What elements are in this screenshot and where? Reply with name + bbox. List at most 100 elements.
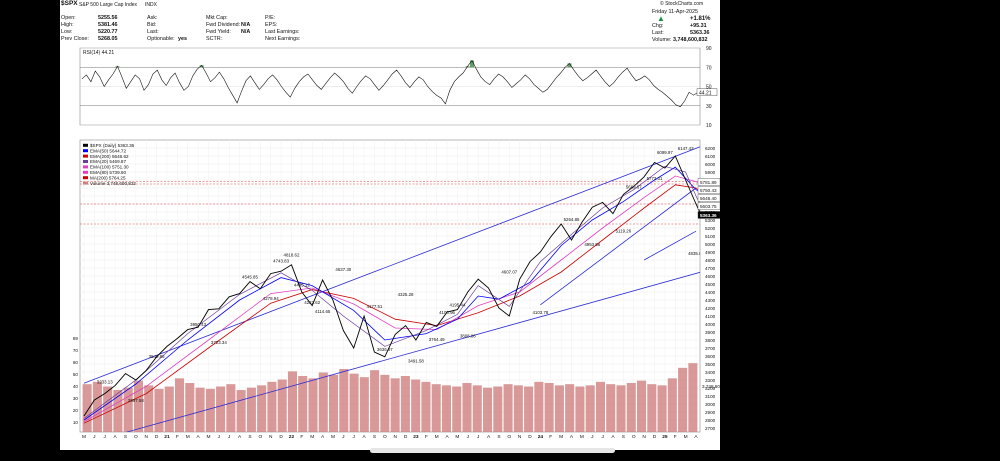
volume-bar (554, 385, 564, 432)
volume-bar (298, 376, 308, 432)
price-annotation: 4100.96 (439, 310, 455, 315)
price-tick-label: 4500 (705, 282, 716, 287)
volume-bar (606, 384, 616, 432)
change-percent: +1.81% (690, 16, 711, 22)
legend-entry: EMA(50) 5644.72 (90, 148, 126, 153)
volume-bar (226, 384, 236, 432)
price-tick-label: 5300 (705, 218, 716, 223)
volume-bar (123, 387, 133, 432)
price-annotation: 2997.58 (128, 398, 144, 403)
price-tick-label: 3600 (705, 354, 716, 359)
legend-swatch (83, 143, 88, 147)
month-label: M (455, 434, 459, 440)
last-value: 5363.36 (690, 30, 710, 36)
right-value-label: 5603.75 (700, 204, 717, 209)
price-tick-label: 4100 (705, 314, 716, 319)
month-label: M (206, 434, 210, 440)
volume-bar (318, 372, 328, 432)
volume-bar (595, 381, 605, 432)
volume-bar (277, 379, 287, 432)
right-value-label: 5750.43 (700, 188, 717, 193)
price-annotation: 3808.86 (460, 333, 476, 338)
ema20-line (83, 166, 700, 419)
month-label: D (279, 434, 283, 440)
volume-bar (626, 383, 636, 432)
month-label: J (228, 434, 231, 440)
price-annotation: 3233.13 (97, 379, 113, 384)
ema100-line (83, 175, 700, 422)
price-annotation: 4222.62 (304, 300, 320, 305)
rsi-title: RSI(14) 44.21 (83, 50, 114, 56)
volume-label: Volume: (652, 37, 672, 43)
month-label: A (445, 434, 449, 440)
last-label: Last: (652, 30, 664, 36)
quote-value: 5268.05 (98, 36, 118, 42)
right-value-label: 5781.89 (700, 180, 717, 185)
price-tick-label: 4300 (705, 298, 716, 303)
home-indicator[interactable] (370, 448, 615, 453)
quote-label: Open: (61, 15, 76, 21)
volume-bar (524, 386, 534, 432)
volume-bar (431, 384, 441, 432)
quote-label: Prev Close: (61, 36, 89, 42)
quote-value: 5255.56 (98, 15, 118, 21)
volume-scale-label: 10 (73, 420, 79, 425)
legend-entry: EMA(200) 5646.62 (90, 154, 129, 159)
quote-value: N/A (241, 22, 251, 28)
quote-value: 5381.46 (98, 22, 118, 28)
volume-bar (411, 379, 421, 432)
quote-label: Bid: (147, 22, 157, 28)
volume-bar (113, 390, 123, 432)
chg-label: Chg: (652, 23, 664, 29)
month-label: J (591, 434, 594, 440)
price-tick-label: 3300 (705, 378, 716, 383)
chg-value: +95.31 (690, 23, 707, 29)
month-label: A (362, 434, 366, 440)
month-label: F (674, 434, 677, 440)
credit-label: © StockCharts.com (660, 1, 704, 7)
volume-bar (534, 381, 544, 432)
legend-entry: EMA(20) 5469.87 (90, 159, 126, 164)
volume-bar (678, 367, 688, 432)
quote-label: P/E: (265, 15, 276, 21)
legend-swatch (83, 176, 88, 180)
month-label: D (653, 434, 657, 440)
quote-label: Mkt Cap: (206, 15, 228, 21)
month-label: O (134, 434, 138, 440)
month-label: A (611, 434, 615, 440)
price-tick-label: 2900 (705, 410, 716, 415)
volume-bar (421, 381, 431, 432)
month-label: D (155, 434, 159, 440)
month-label: N (642, 434, 646, 440)
month-label: O (383, 434, 387, 440)
month-label: S (497, 434, 500, 440)
price-annotation: 4114.65 (315, 309, 331, 314)
volume-scale-label: 40 (73, 384, 79, 389)
price-annotation: 4953.56 (584, 242, 600, 247)
legend-swatch (83, 149, 88, 153)
volume-bar (483, 387, 493, 432)
month-label: M (580, 434, 584, 440)
month-label: M (435, 434, 439, 440)
volume-bar (400, 376, 410, 432)
month-label: J (352, 434, 355, 440)
rsi-tick-label: 30 (706, 104, 712, 110)
price-tick-label: 2700 (705, 426, 716, 431)
month-label: F (425, 434, 428, 440)
month-label: A (238, 434, 242, 440)
price-tick-label: 3400 (705, 370, 716, 375)
rsi-last-value: 44.21 (699, 90, 712, 96)
stock-chart: 90 70 50 30 10 44.21 RSI(14) 44.21 6200 6100 600… (73, 46, 720, 440)
volume-bar (287, 371, 297, 432)
month-label: A (114, 434, 118, 440)
volume-bar (308, 378, 318, 432)
price-plot: 3233.13 2997.58 3549.85 3950.43 3723.34 4545.… (80, 146, 700, 432)
volume-bar (503, 384, 513, 432)
volume-bar (359, 377, 369, 432)
volume-scale-label: 50 (73, 372, 79, 377)
volume-bar (267, 381, 277, 432)
month-label: J (477, 434, 480, 440)
quote-label: Low: (61, 29, 73, 35)
month-label: 21 (164, 434, 170, 440)
volume-bar (565, 384, 575, 432)
